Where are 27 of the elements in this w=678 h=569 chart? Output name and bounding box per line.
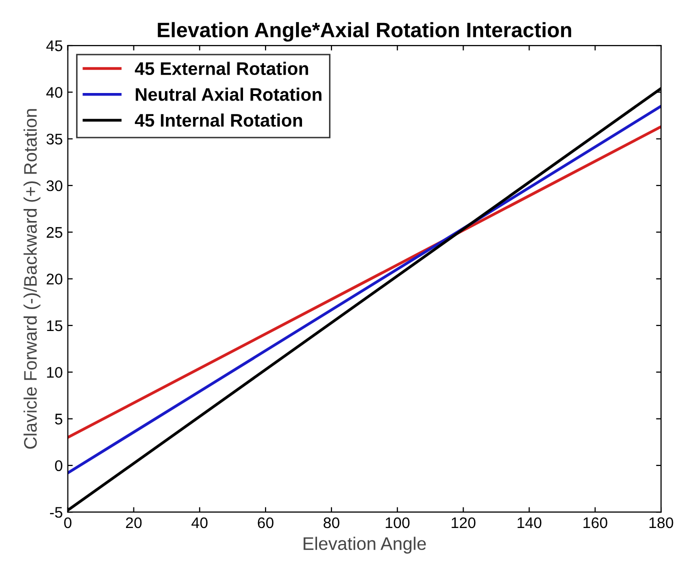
y-tick-label: 40 (46, 87, 62, 98)
y-tick-label: 15 (47, 320, 62, 332)
y-tick-label: 35 (46, 134, 62, 145)
x-tick-label: 160 (584, 517, 608, 528)
legend-label: 45 Internal Rotation (134, 113, 302, 127)
legend-label: 45 External Rotation (134, 62, 308, 76)
x-tick-label: 180 (649, 517, 674, 528)
y-tick-label: 30 (46, 180, 62, 192)
x-tick-label: 140 (518, 517, 542, 528)
legend-label: Neutral Axial Rotation (136, 88, 322, 101)
x-axis-title: Elevation Angle (304, 536, 426, 554)
y-axis-title: Clavicle Forward (-)/Backward (+) Rotation (24, 109, 40, 449)
y-tick-label: 0 (55, 460, 62, 472)
x-tick-label: 80 (324, 517, 340, 528)
chart-title: Elevation Angle*Axial Rotation Interaction (158, 22, 572, 42)
y-tick-label: 20 (46, 274, 62, 284)
y-tick-label: -5 (50, 507, 62, 518)
x-tick-label: 60 (258, 517, 274, 528)
x-tick-label: 100 (386, 517, 410, 528)
y-tick-label: 5 (55, 414, 62, 424)
y-tick-label: 10 (47, 366, 62, 378)
x-tick-label: 120 (452, 517, 476, 528)
x-tick-label: 20 (126, 517, 142, 528)
y-tick-label: 25 (46, 227, 62, 238)
x-tick-label: 40 (191, 517, 208, 528)
y-tick-label: 45 (46, 40, 62, 52)
x-tick-label: 0 (64, 517, 72, 528)
